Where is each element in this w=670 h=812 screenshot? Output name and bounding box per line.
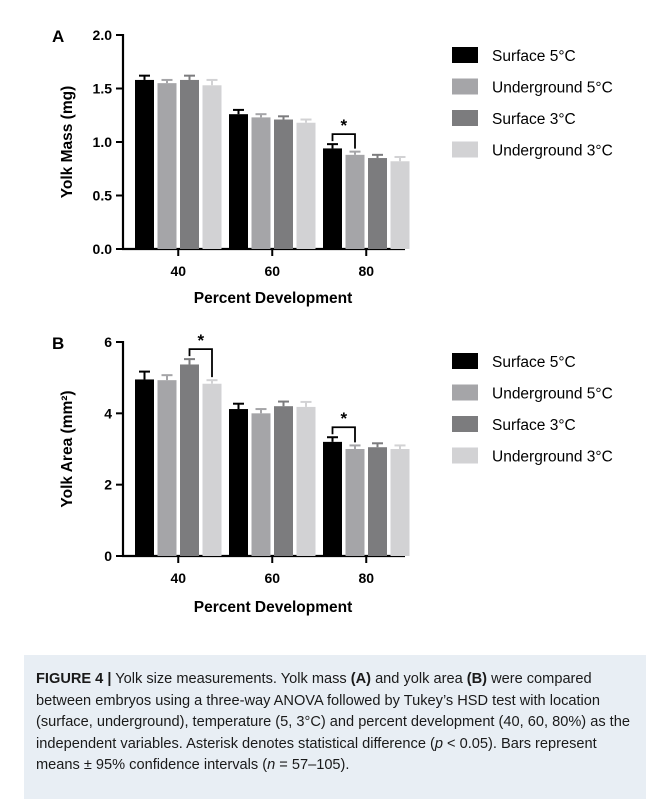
significance-bracket [188,348,213,378]
significance-asterisk: * [340,116,347,135]
bar [229,409,248,556]
bar [368,158,387,249]
legend-label: Underground 3°C [492,143,613,160]
y-tick-label: 0.0 [93,241,113,257]
legend-label: Underground 5°C [492,386,613,403]
legend-swatch [452,141,478,158]
bar [368,447,387,556]
bar [180,79,199,249]
caption-p-symbol: p [434,735,443,752]
x-tick-label: 40 [170,263,186,279]
legend-label: Underground 3°C [492,449,613,466]
bar [135,379,154,556]
significance-bracket [331,133,356,149]
bar [229,114,248,250]
bar [296,406,316,556]
bar [157,83,177,250]
x-tick-label: 60 [264,570,280,586]
bar [157,380,177,556]
legend-label: Surface 5°C [492,354,576,371]
y-axis-title: Yolk Area (mm²) [59,390,76,507]
caption-text-2: and yolk area [371,671,467,687]
bar [390,449,410,556]
legend-swatch [452,384,478,401]
legend-swatch [452,416,478,432]
caption-text-5: = 57–105). [275,757,350,773]
x-tick-label: 40 [170,570,186,586]
y-axis-title: Yolk Mass (mg) [59,86,76,199]
bar [202,85,222,249]
legend-label: Underground 5°C [492,80,613,97]
legend-label: Surface 3°C [492,417,576,434]
bar [135,79,154,249]
bar [274,119,293,249]
y-tick-label: 1.0 [93,134,113,150]
significance-asterisk: * [340,409,347,428]
y-tick-label: 2.0 [93,27,113,43]
legend-swatch [452,78,478,95]
bar [251,413,271,556]
y-tick-label: 6 [104,334,112,350]
figure-chart-area: A 0.0 0.5 1.0 1.5 2.0 40 60 80 Percent Developmen… [52,27,613,616]
bar [323,441,342,556]
x-tick-label: 80 [358,263,374,279]
legend-label: Surface 5°C [492,48,576,65]
caption-n-symbol: n [267,757,276,773]
bar [251,117,271,249]
caption-text-3: were compared between embryos using a th… [36,671,630,752]
bar [390,161,410,249]
legend-swatch [452,353,478,369]
legend-label: Surface 3°C [492,111,576,128]
bar [296,122,316,249]
y-tick-label: 4 [104,405,112,421]
legend-swatch [452,110,478,126]
x-tick-label: 80 [358,570,374,586]
bar [323,148,342,249]
caption-text-1: Yolk size measurements. Yolk mass [111,671,351,687]
y-tick-label: 1.5 [93,81,113,97]
panel-letter-a: A [52,27,64,46]
legend-swatch [452,447,478,464]
caption-text-4: < 0.05). Bars represent means ± 95% conf… [36,735,597,774]
y-tick-label: 2 [104,477,112,493]
significance-asterisk: * [197,331,204,350]
bar [345,449,365,556]
caption-panel-a-ref: (A) [350,671,372,687]
bar [180,364,199,556]
bar [274,406,293,556]
bar [345,154,365,249]
x-axis-title: Percent Development [194,599,353,616]
caption-figure-label: FIGURE 4 | [36,671,112,687]
bar [202,383,222,556]
y-tick-label: 0 [104,548,112,564]
y-tick-label: 0.5 [93,188,113,204]
x-tick-label: 60 [264,263,280,279]
caption-panel-b-ref: (B) [466,671,488,687]
figure-caption: FIGURE 4 | Yolk size measurements. Yolk … [24,655,646,799]
x-axis-title: Percent Development [194,290,353,307]
legend-swatch [452,47,478,63]
significance-bracket [331,426,356,443]
panel-letter-b: B [52,334,64,353]
